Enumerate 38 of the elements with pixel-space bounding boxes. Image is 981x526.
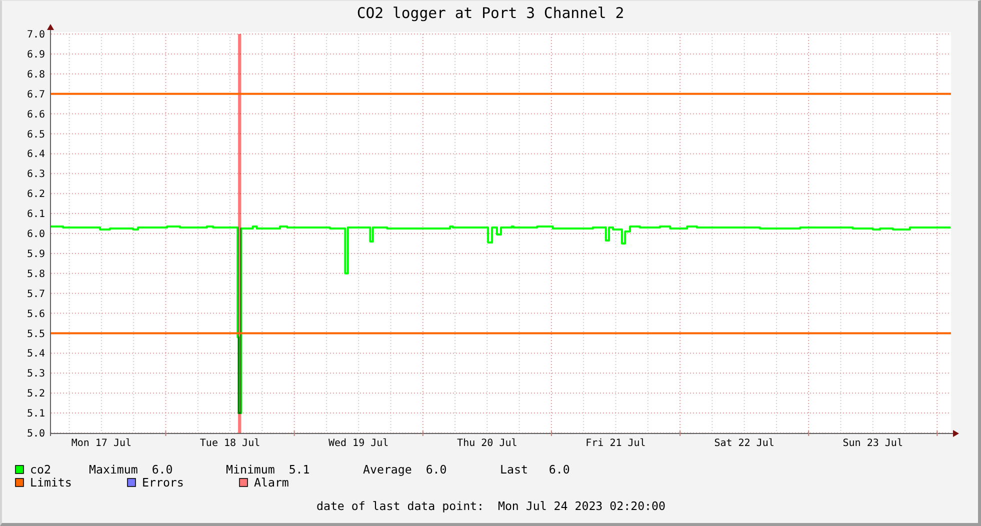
text: Average 6.0 <box>363 462 447 476</box>
chart-title: CO2 logger at Port 3 Channel 2 <box>356 5 624 22</box>
y-tick-label: 5.5 <box>26 328 45 340</box>
legend-label: Alarm <box>254 476 289 490</box>
x-tick-label: Sat 22 Jul <box>714 438 774 449</box>
text: Maximum 6.0 <box>89 462 173 476</box>
x-tick-label: Tue 18 Jul <box>200 438 260 449</box>
legend-label: Errors <box>142 476 184 490</box>
y-tick-label: 6.3 <box>26 169 45 180</box>
y-tick-label: 6.9 <box>26 49 45 60</box>
x-tick-label: Mon 17 Jul <box>71 438 132 449</box>
y-tick-label: 5.7 <box>26 288 45 300</box>
y-tick-label: 6.2 <box>26 189 45 200</box>
legend-label: co2 <box>30 462 51 476</box>
legend-label: Limits <box>30 476 72 490</box>
y-tick-label: 6.1 <box>26 209 45 220</box>
y-tick-label: 5.2 <box>26 388 45 400</box>
x-tick-label: Wed 19 Jul <box>328 438 389 449</box>
y-tick-label: 6.0 <box>26 229 45 240</box>
text: Minimum 5.1 <box>226 462 310 476</box>
y-tick-label: 5.9 <box>26 248 45 260</box>
y-tick-label: 5.0 <box>26 428 45 440</box>
y-tick-label: 6.8 <box>26 69 45 80</box>
y-tick-label: 5.6 <box>26 308 45 320</box>
y-tick-label: 5.4 <box>26 348 45 360</box>
text: Last 6.0 <box>500 462 570 476</box>
y-tick-label: 6.5 <box>26 129 45 140</box>
x-tick-label: Thu 20 Jul <box>457 438 518 449</box>
y-tick-label: 6.6 <box>26 109 45 120</box>
x-tick-label: Fri 21 Jul <box>586 438 646 449</box>
y-tick-label: 5.1 <box>26 408 45 420</box>
x-tick-label: Sun 23 Jul <box>842 438 903 449</box>
y-tick-label: 5.3 <box>26 368 45 380</box>
y-tick-label: 7.0 <box>26 30 45 40</box>
text: date of last data point: Mon Jul 24 2023 02:20:00 <box>316 499 666 513</box>
y-tick-label: 5.8 <box>26 268 45 280</box>
y-tick-label: 6.7 <box>26 89 45 100</box>
y-tick-label: 6.4 <box>26 149 45 160</box>
